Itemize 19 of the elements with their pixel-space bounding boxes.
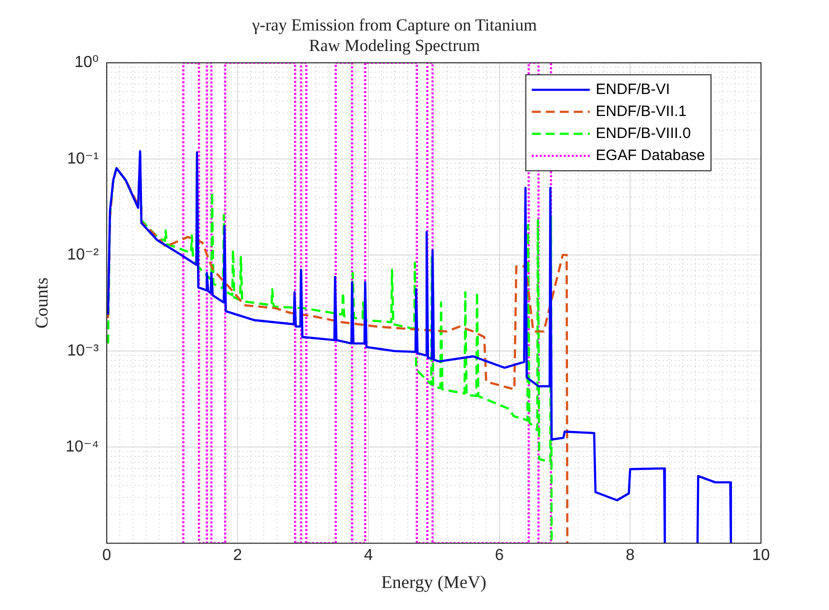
x-tick-label: 4 bbox=[364, 547, 373, 564]
y-tick-label: 10⁻³ bbox=[67, 342, 100, 360]
chart-subtitle: Raw Modeling Spectrum bbox=[309, 36, 480, 56]
x-axis-title: Energy (MeV) bbox=[381, 572, 486, 592]
legend-label: ENDF/B-VI bbox=[596, 80, 670, 98]
x-tick-label: 2 bbox=[233, 547, 242, 564]
x-tick-label: 10 bbox=[752, 547, 770, 564]
x-tick-label: 0 bbox=[102, 547, 112, 564]
x-tick-label: 8 bbox=[626, 547, 635, 564]
chart-title: γ-ray Emission from Capture on Titanium bbox=[251, 16, 537, 35]
y-tick-label: 10⁻¹ bbox=[67, 150, 99, 168]
x-tick-label: 6 bbox=[494, 547, 504, 564]
legend-label: ENDF/B-VII.1 bbox=[596, 102, 687, 120]
y-tick-label: 10⁻⁴ bbox=[66, 438, 99, 456]
legend-label: EGAF Database bbox=[596, 146, 705, 164]
legend-label: ENDF/B-VIII.0 bbox=[596, 124, 691, 142]
y-axis-title: Counts bbox=[32, 277, 52, 329]
y-tick-label: 10⁰ bbox=[74, 54, 99, 72]
y-tick-label: 10⁻² bbox=[67, 246, 100, 264]
